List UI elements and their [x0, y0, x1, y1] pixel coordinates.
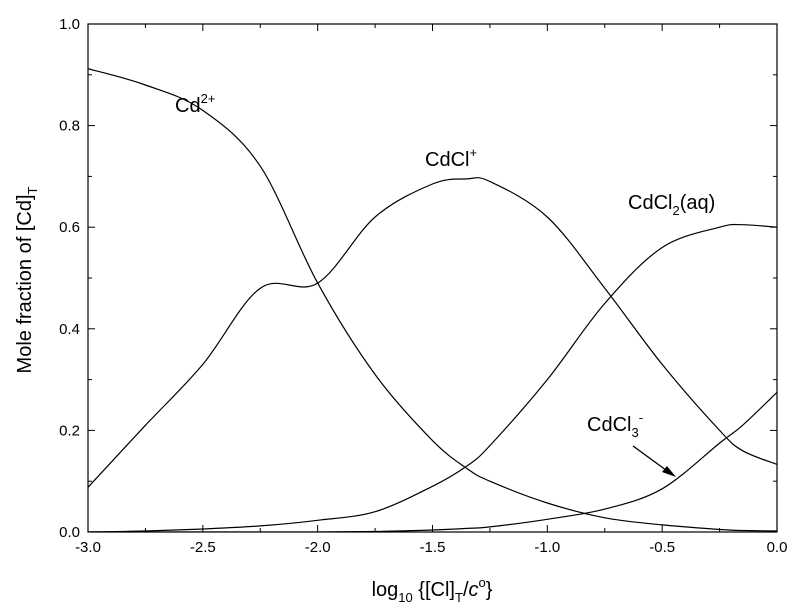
x-tick-label: -1.5 [420, 539, 446, 556]
label-cdcl3: CdCl3- [587, 410, 643, 440]
y-tick-label: 1.0 [59, 16, 80, 33]
y-tick-label: 0.0 [59, 524, 80, 541]
x-axis-title: log10 {[Cl]T/co} [372, 575, 493, 605]
series-line-cdcl [88, 177, 777, 488]
y-axis-title: Mole fraction of [Cd]T [14, 186, 40, 373]
label-cdcl: CdCl+ [425, 145, 477, 171]
cdcl3-arrow-head [662, 466, 676, 477]
plot-frame [87, 23, 778, 533]
y-tick-label: 0.4 [59, 321, 80, 338]
labels: -3.0 -2.5 -2.0 -1.5 -1.0 -0.5 0.0 0.0 0.2 0.4 0.6 0… [59, 16, 787, 556]
cdcl3-arrow-shaft [632, 445, 671, 474]
x-tick-label: -0.5 [649, 539, 675, 556]
label-cdcl2: CdCl2(aq) [628, 192, 715, 218]
x-tick-label: -1.0 [534, 539, 560, 556]
y-tick-label: 0.6 [59, 219, 80, 236]
series-line-cdcl3 [88, 391, 777, 532]
x-tick-label: -2.0 [305, 539, 331, 556]
series-line-cd2 [88, 68, 777, 532]
x-tick-label: -2.5 [190, 539, 216, 556]
label-cd2: Cd2+ [175, 91, 215, 117]
series-line-cdcl2 [88, 223, 777, 532]
y-tick-label: 0.2 [59, 422, 80, 439]
x-tick-label: -3.0 [75, 539, 101, 556]
y-tick-label: 0.8 [59, 118, 80, 135]
curves [88, 68, 777, 532]
x-tick-label: 0.0 [767, 539, 788, 556]
